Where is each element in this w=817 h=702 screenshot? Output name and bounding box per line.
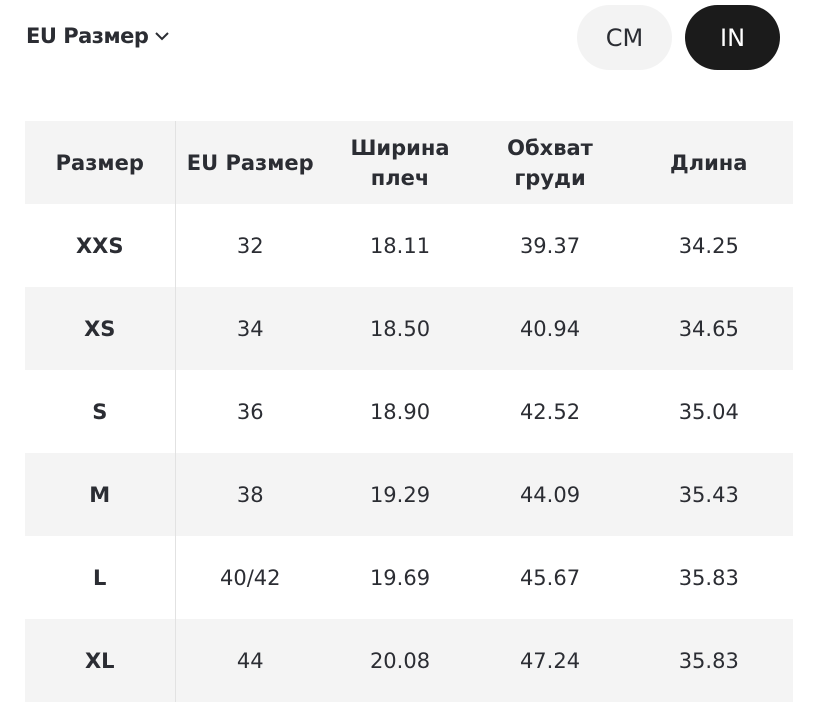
cell-chest: 39.37: [519, 233, 581, 258]
size-system-label: EU Размер: [26, 24, 149, 48]
cell-eu-size: 44: [236, 648, 264, 673]
header-chest: Обхват груди: [507, 135, 593, 190]
unit-cm-button[interactable]: CM: [577, 5, 672, 70]
cell-size: XL: [25, 619, 176, 702]
table-row: XXS 32 18.11 39.37 34.25: [25, 204, 793, 287]
cell-shoulder-width: 20.08: [369, 648, 431, 673]
cell-length: 34.65: [678, 316, 739, 341]
cell-eu-size: 34: [236, 316, 264, 341]
cell-chest: 40.94: [519, 316, 581, 341]
cell-shoulder-width: 19.69: [369, 565, 431, 590]
header-shoulder-width: Ширина плеч: [350, 135, 450, 190]
cell-size: XS: [25, 287, 176, 370]
cell-chest: 42.52: [519, 399, 581, 424]
cell-eu-size: 36: [236, 399, 264, 424]
cell-size: L: [25, 536, 176, 619]
cell-chest: 44.09: [519, 482, 581, 507]
table-row: M 38 19.29 44.09 35.43: [25, 453, 793, 536]
table-row: L 40/42 19.69 45.67 35.83: [25, 536, 793, 619]
cell-eu-size: 38: [236, 482, 264, 507]
size-table: Размер EU Размер Ширина плеч Обхват груд…: [25, 121, 793, 702]
chevron-down-icon: [155, 32, 170, 41]
cell-length: 35.43: [678, 482, 739, 507]
table-row: XS 34 18.50 40.94 34.65: [25, 287, 793, 370]
cell-length: 35.83: [678, 565, 739, 590]
cell-shoulder-width: 18.90: [369, 399, 431, 424]
table-row: XL 44 20.08 47.24 35.83: [25, 619, 793, 702]
cell-shoulder-width: 18.11: [369, 233, 431, 258]
cell-eu-size: 40/42: [219, 565, 281, 590]
header-size: Размер: [25, 121, 176, 204]
header-length: Длина: [670, 150, 748, 175]
unit-in-button[interactable]: IN: [685, 5, 780, 70]
cell-chest: 47.24: [519, 648, 581, 673]
cell-chest: 45.67: [519, 565, 581, 590]
cell-size: S: [25, 370, 176, 453]
cell-size: M: [25, 453, 176, 536]
cell-shoulder-width: 19.29: [369, 482, 431, 507]
table-header-row: Размер EU Размер Ширина плеч Обхват груд…: [25, 121, 793, 204]
cell-shoulder-width: 18.50: [369, 316, 431, 341]
cell-length: 35.83: [678, 648, 739, 673]
cell-eu-size: 32: [236, 233, 264, 258]
cell-length: 35.04: [678, 399, 739, 424]
cell-size: XXS: [25, 204, 176, 287]
cell-length: 34.25: [678, 233, 739, 258]
table-row: S 36 18.90 42.52 35.04: [25, 370, 793, 453]
size-system-dropdown[interactable]: EU Размер: [26, 24, 170, 48]
header-eu-size: EU Размер: [186, 150, 314, 175]
